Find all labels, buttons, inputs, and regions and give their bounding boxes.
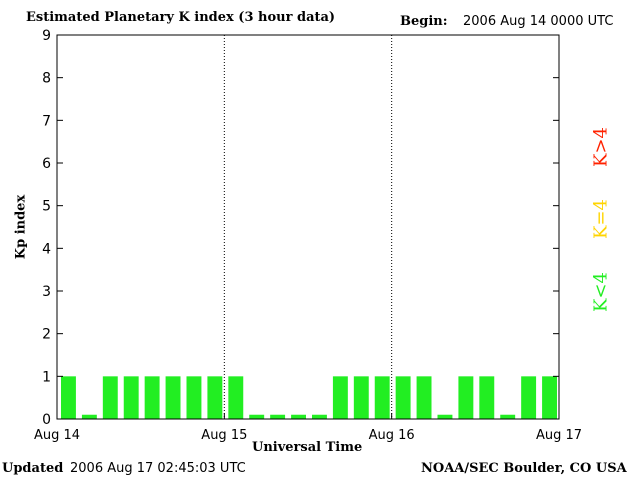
kp-bar	[479, 376, 495, 419]
kp-bar	[458, 376, 474, 419]
x-tick-label: Aug 17	[536, 428, 582, 443]
kp-bar	[437, 414, 453, 419]
kp-bar	[249, 414, 265, 419]
kp-bar	[102, 376, 118, 419]
y-tick-label: 7	[42, 113, 51, 129]
legend-k-less-than-4: K<4	[590, 272, 612, 312]
kp-bar	[374, 376, 390, 419]
y-tick-label: 5	[42, 199, 51, 215]
kp-bar	[228, 376, 244, 419]
y-tick-label: 3	[42, 284, 51, 300]
y-tick-label: 6	[42, 156, 51, 172]
kp-bar	[353, 376, 369, 419]
y-tick-label: 2	[42, 327, 51, 343]
legend-k-equal-4: K=4	[590, 199, 612, 239]
kp-bar	[500, 414, 516, 419]
chart-title: Estimated Planetary K index (3 hour data…	[26, 10, 336, 25]
kp-bar	[521, 376, 537, 419]
plot-frame	[56, 34, 560, 420]
kp-bar	[165, 376, 181, 419]
kp-bar	[332, 376, 348, 419]
y-tick-label: 8	[42, 71, 51, 87]
legend-k-greater-than-4: K>4	[590, 127, 612, 167]
kp-bar	[270, 414, 286, 419]
updated-label: Updated	[2, 461, 64, 476]
kp-bar	[186, 376, 202, 419]
x-axis-label: Universal Time	[252, 440, 363, 455]
kp-bar	[81, 414, 97, 419]
y-tick-label: 1	[42, 369, 51, 385]
x-tick-label: Aug 15	[201, 428, 247, 443]
y-tick-label: 9	[42, 28, 51, 44]
kp-bar	[312, 414, 327, 419]
kp-bar	[207, 376, 223, 419]
kp-bar	[144, 376, 160, 419]
y-tick-label: 0	[42, 412, 51, 428]
kp-bar	[542, 376, 557, 419]
kp-bar	[291, 414, 306, 419]
updated-value: 2006 Aug 17 02:45:03 UTC	[70, 461, 246, 476]
x-tick-label: Aug 16	[369, 428, 415, 443]
kp-bar	[61, 376, 76, 419]
begin-label: Begin:	[400, 14, 448, 29]
x-tick-label: Aug 14	[34, 428, 80, 443]
kp-bar	[123, 376, 139, 419]
kp-bar	[395, 376, 411, 419]
begin-value: 2006 Aug 14 0000 UTC	[463, 14, 614, 29]
kp-bar	[416, 376, 432, 419]
credit-text: NOAA/SEC Boulder, CO USA	[421, 461, 627, 476]
y-tick-label: 4	[42, 241, 51, 257]
